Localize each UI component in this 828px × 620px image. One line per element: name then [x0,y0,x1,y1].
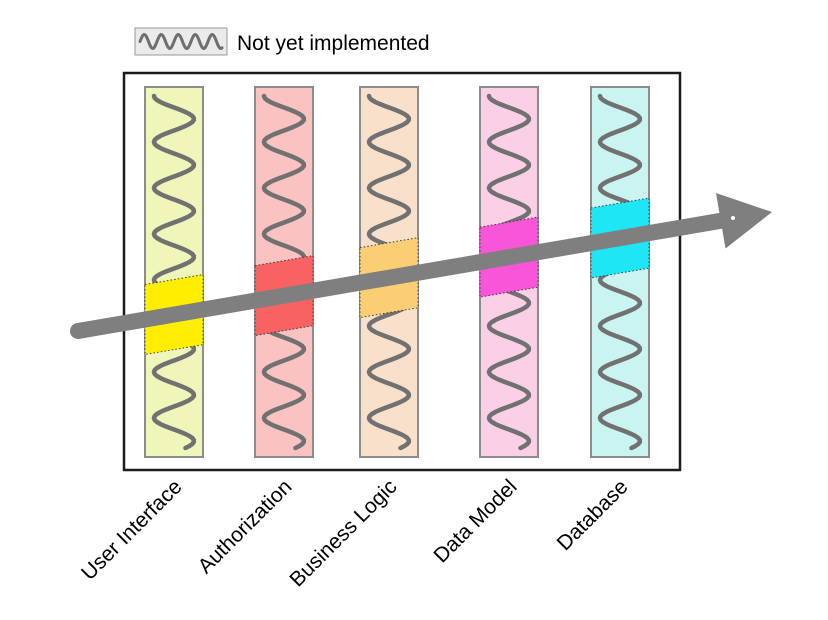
layer-user-interface [144,86,204,458]
layer-database [590,86,650,458]
layer-label-data-model: Data Model [429,475,521,567]
layer-label-database: Database [553,475,633,555]
layer-labels: User Interface Authorization Business Lo… [77,475,633,591]
layer-authorization [254,86,314,458]
arrow-head-icon [716,193,772,249]
arrow-shaft [70,212,732,339]
layer-bars-group [144,86,650,458]
arrowhead-dot [731,216,735,220]
layer-label-business-logic: Business Logic [285,475,401,591]
not-implemented-squiggle-icon [151,93,197,451]
layer-label-authorization: Authorization [194,475,297,578]
legend-label: Not yet implemented [237,32,430,55]
squiggle-icon [138,32,224,51]
legend: Not yet implemented [134,27,430,56]
layer-label-user-interface: User Interface [77,475,187,585]
layer-data-model [479,86,539,458]
tracer-arrow [70,193,772,339]
